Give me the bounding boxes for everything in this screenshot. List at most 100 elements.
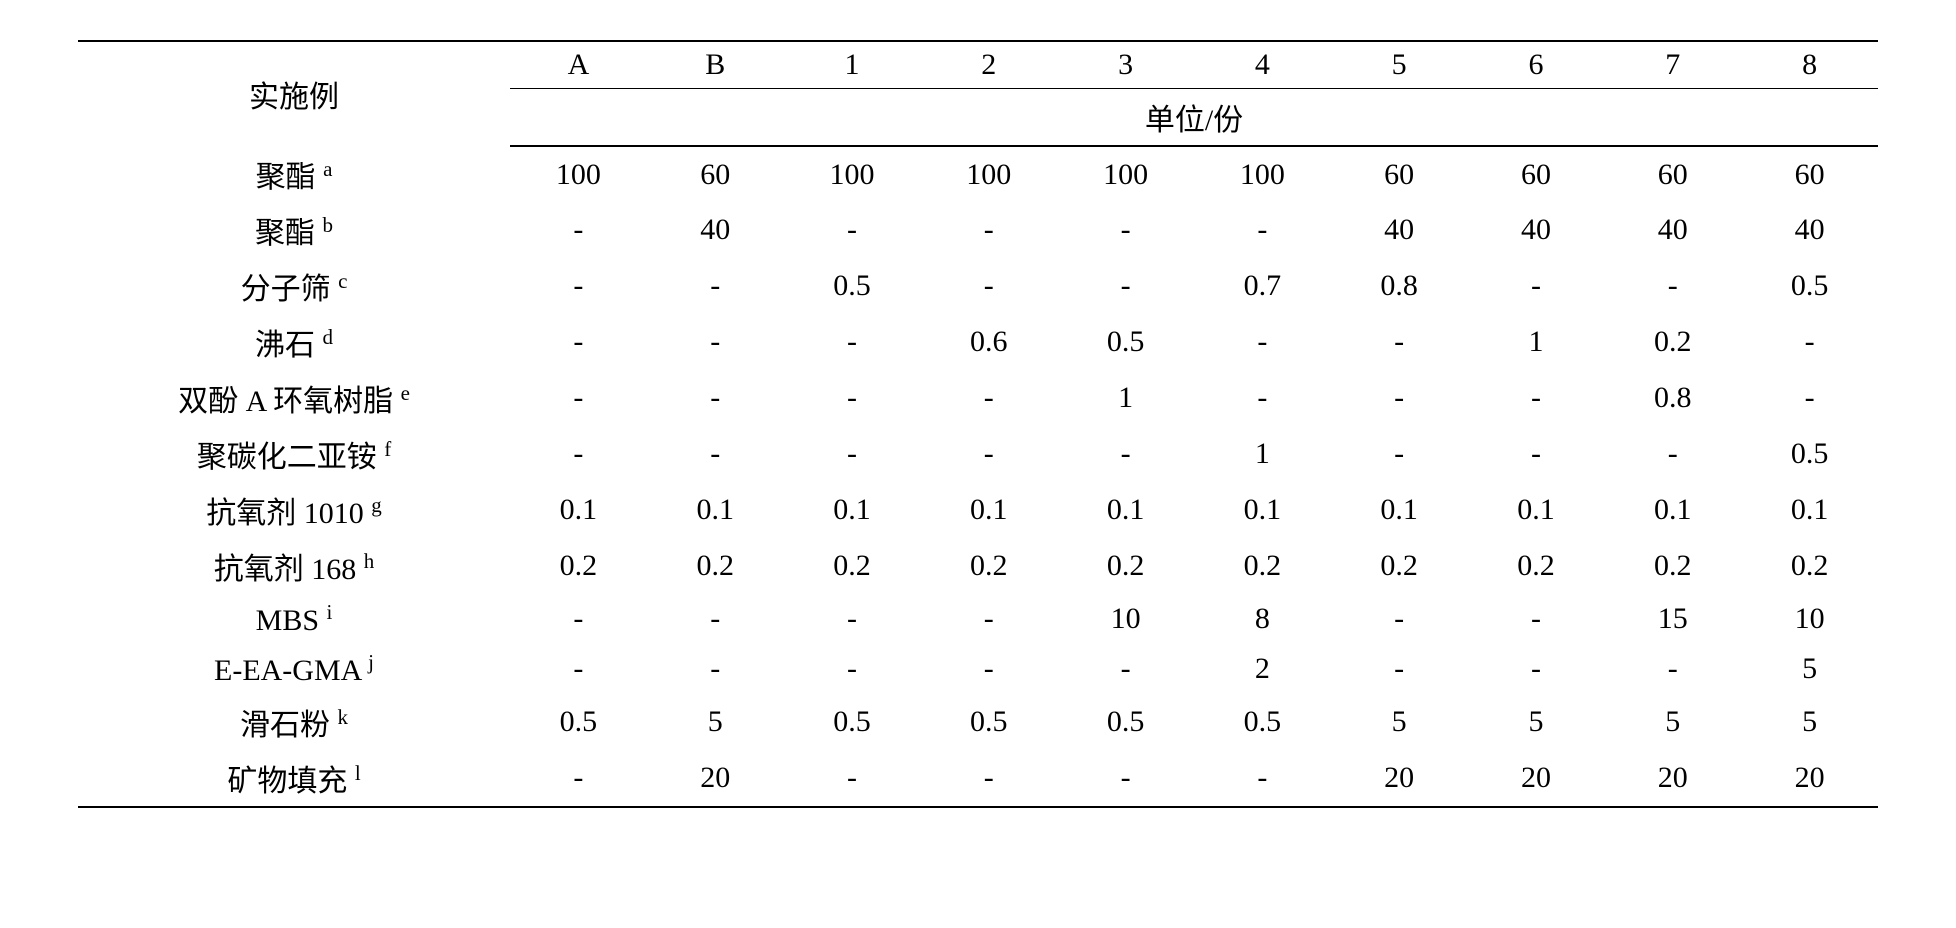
cell: 20 [647, 750, 784, 807]
cell: 60 [1741, 146, 1878, 202]
cell: 0.5 [1741, 426, 1878, 482]
cell: - [1194, 750, 1331, 807]
cell: - [920, 750, 1057, 807]
row-label-superscript: k [338, 705, 349, 729]
cell: - [510, 314, 647, 370]
row-label-text: 滑石粉 [240, 709, 330, 742]
data-table: 实施例AB12345678单位/份聚酯 a1006010010010010060… [78, 40, 1878, 808]
row-label: E-EA-GMA j [78, 644, 510, 694]
row-label-superscript: d [323, 325, 334, 349]
cell: - [1331, 370, 1468, 426]
cell: 0.5 [1741, 258, 1878, 314]
cell: - [1331, 314, 1468, 370]
cell: 0.8 [1604, 370, 1741, 426]
cell: 0.5 [510, 694, 647, 750]
cell: - [784, 202, 921, 258]
cell: 40 [1604, 202, 1741, 258]
cell: - [510, 594, 647, 644]
cell: - [1194, 370, 1331, 426]
cell: 0.5 [920, 694, 1057, 750]
cell: 60 [647, 146, 784, 202]
cell: 0.1 [1741, 482, 1878, 538]
row-label-text: E-EA-GMA [214, 654, 361, 687]
cell: 0.1 [647, 482, 784, 538]
cell: 0.2 [1741, 538, 1878, 594]
row-label: 聚酯 a [78, 146, 510, 202]
cell: 8 [1194, 594, 1331, 644]
cell: - [1604, 426, 1741, 482]
row-label: 聚酯 b [78, 202, 510, 258]
row-label: MBS i [78, 594, 510, 644]
row-label-superscript: f [384, 437, 391, 461]
cell: - [1194, 314, 1331, 370]
cell: 40 [1468, 202, 1605, 258]
cell: 2 [1194, 644, 1331, 694]
row-label-superscript: c [338, 269, 347, 293]
cell: 1 [1194, 426, 1331, 482]
cell: - [784, 426, 921, 482]
cell: 0.1 [784, 482, 921, 538]
row-label-text: 聚酯 [255, 217, 315, 250]
cell: 100 [1194, 146, 1331, 202]
row-label-superscript: i [327, 600, 333, 624]
cell: 0.2 [1057, 538, 1194, 594]
header-col: 4 [1194, 41, 1331, 89]
cell: 5 [1468, 694, 1605, 750]
row-label-superscript: a [323, 157, 332, 181]
header-col: 3 [1057, 41, 1194, 89]
row-label-text: 沸石 [255, 329, 315, 362]
cell: 0.5 [1057, 694, 1194, 750]
row-label-superscript: b [323, 213, 334, 237]
header-col: 6 [1468, 41, 1605, 89]
cell: - [1604, 644, 1741, 694]
cell: - [510, 644, 647, 694]
cell: 0.2 [1194, 538, 1331, 594]
cell: 0.2 [1604, 314, 1741, 370]
cell: - [784, 750, 921, 807]
cell: 40 [1741, 202, 1878, 258]
cell: - [1741, 370, 1878, 426]
cell: - [510, 426, 647, 482]
cell: - [647, 426, 784, 482]
header-col: 5 [1331, 41, 1468, 89]
cell: 5 [647, 694, 784, 750]
cell: - [920, 644, 1057, 694]
cell: - [1331, 426, 1468, 482]
row-label-text: 抗氧剂 1010 [206, 497, 364, 530]
cell: - [1057, 202, 1194, 258]
cell: - [1468, 594, 1605, 644]
cell: - [1057, 644, 1194, 694]
cell: 60 [1604, 146, 1741, 202]
cell: 0.6 [920, 314, 1057, 370]
cell: 0.7 [1194, 258, 1331, 314]
cell: - [647, 258, 784, 314]
cell: - [510, 370, 647, 426]
cell: 0.2 [647, 538, 784, 594]
cell: - [784, 594, 921, 644]
cell: 0.1 [1468, 482, 1605, 538]
header-col: 8 [1741, 41, 1878, 89]
cell: - [920, 370, 1057, 426]
header-col: 2 [920, 41, 1057, 89]
cell: - [920, 258, 1057, 314]
cell: - [920, 594, 1057, 644]
row-label: 抗氧剂 168 h [78, 538, 510, 594]
cell: 0.2 [1331, 538, 1468, 594]
cell: 0.1 [1194, 482, 1331, 538]
cell: - [784, 644, 921, 694]
cell: - [647, 644, 784, 694]
cell: 10 [1741, 594, 1878, 644]
cell: 60 [1468, 146, 1605, 202]
cell: 100 [510, 146, 647, 202]
cell: - [784, 370, 921, 426]
cell: 100 [920, 146, 1057, 202]
cell: - [647, 314, 784, 370]
cell: - [1057, 750, 1194, 807]
cell: 0.1 [1331, 482, 1468, 538]
row-label-superscript: l [355, 761, 361, 785]
cell: - [647, 370, 784, 426]
cell: 0.2 [1468, 538, 1605, 594]
row-label-text: 抗氧剂 168 [214, 553, 357, 586]
cell: - [510, 202, 647, 258]
header-col: A [510, 41, 647, 89]
